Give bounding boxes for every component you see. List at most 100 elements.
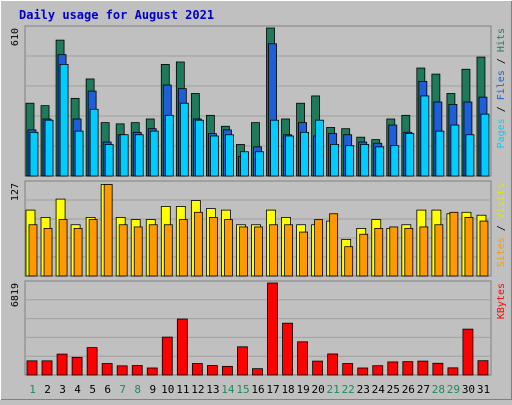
bar-kbytes-day-15 [237,346,248,376]
x-tick-label: 22 [342,383,355,396]
x-tick-label: 8 [134,383,141,396]
bar-sites-day-5 [88,219,98,277]
right-label-part: Visits [496,183,507,219]
x-tick-label: 9 [149,383,156,396]
bar-pages-day-20 [315,119,325,177]
panel-visits: 127 Sites / Visits [10,180,507,277]
y-max-label-hits: 610 [10,28,21,46]
x-tick-label: 31 [477,383,490,396]
panel-kbytes: 6819 KBytes [10,280,507,376]
bar-kbytes-day-27 [417,360,429,376]
x-tick-label: 14 [221,383,235,396]
bar-sites-day-28 [434,224,444,277]
bar-sites-day-9 [148,224,158,277]
bar-sites-day-22 [344,246,354,277]
x-tick-label: 20 [312,383,325,396]
right-label-hits: Pages / Files / Hits [496,28,507,148]
x-tick-label: 25 [387,383,400,396]
bar-kbytes-day-22 [342,363,354,376]
x-tick-label: 29 [447,383,460,396]
x-tick-label: 7 [119,383,126,396]
bar-pages-day-11 [179,102,189,177]
bar-pages-day-27 [420,95,430,177]
x-tick-label: 11 [176,383,189,396]
bar-kbytes-day-8 [131,365,143,376]
bar-pages-day-4 [74,130,84,177]
bar-pages-day-16 [255,151,264,177]
bar-kbytes-day-21 [327,353,339,376]
x-tick-label: 2 [44,383,51,396]
x-axis-labels: 1 2 3 4 5 6 7 8 9 10 11 12 13 14 15 16 17 18 19 20 21 22 23 24 2… [29,383,490,396]
x-tick-label: 17 [266,383,279,396]
x-tick-label: 24 [372,383,386,396]
bar-sites-day-15 [239,226,248,277]
x-tick-label: 27 [417,383,430,396]
right-label-part: / [496,219,507,237]
bar-kbytes-day-29 [447,367,459,376]
bar-pages-day-3 [59,63,69,177]
bar-kbytes-day-25 [387,361,399,376]
bar-pages-day-5 [89,108,99,177]
right-label-kbytes: KBytes [496,283,507,319]
bar-pages-day-8 [134,134,144,177]
bar-kbytes-day-2 [41,360,53,376]
y-max-label-kbytes: 6819 [10,283,21,307]
bar-pages-day-24 [375,146,385,177]
bar-sites-day-4 [73,228,83,277]
right-label-part: Hits [496,28,507,52]
x-tick-label: 18 [281,383,294,396]
bar-pages-day-10 [164,114,174,177]
bar-sites-day-23 [359,233,369,277]
bar-pages-day-22 [345,145,355,177]
right-label-part: Pages [496,118,507,148]
bar-kbytes-day-7 [116,365,128,376]
bar-pages-day-23 [360,144,370,177]
bar-pages-day-26 [405,133,415,177]
x-tick-label: 15 [236,383,249,396]
bar-kbytes-day-30 [462,328,474,376]
bar-kbytes-day-24 [372,365,384,376]
x-tick-label: 12 [191,383,204,396]
bar-sites-day-2 [43,228,53,277]
bar-sites-day-7 [118,224,128,277]
bar-kbytes-day-13 [206,365,218,376]
bar-sites-day-21 [329,213,339,277]
right-label-part: / [496,100,507,118]
bar-pages-day-19 [300,131,309,177]
panel-box-kbytes [24,280,492,376]
bar-sites-day-17 [269,224,278,277]
bar-pages-day-29 [450,124,460,177]
bar-kbytes-day-4 [71,356,83,376]
bar-sites-day-13 [208,217,218,277]
x-tick-label: 6 [104,383,111,396]
bar-sites-day-10 [163,224,173,277]
bar-sites-day-27 [419,226,429,277]
bar-pages-day-7 [119,134,129,177]
bar-sites-day-31 [479,220,489,277]
right-label-part: Sites [496,237,507,267]
bar-kbytes-day-20 [312,360,324,376]
bar-kbytes-day-3 [56,353,68,376]
bar-pages-day-30 [465,134,475,177]
bar-sites-day-18 [284,224,293,277]
x-tick-label: 10 [161,383,174,396]
bar-pages-day-25 [390,145,400,177]
bar-sites-day-19 [299,231,308,277]
bar-kbytes-day-31 [477,360,489,376]
x-tick-label: 30 [462,383,475,396]
bar-pages-day-9 [149,130,159,177]
panel-hits: 610 Pages / Files / Hits [10,25,507,177]
right-label-part: Files [496,70,507,100]
bar-kbytes-day-17 [267,282,278,376]
bar-kbytes-day-1 [26,360,38,376]
bar-kbytes-day-12 [191,363,203,376]
x-tick-label: 21 [327,383,340,396]
bar-pages-day-21 [330,144,340,177]
bar-sites-day-11 [178,219,188,277]
bar-sites-day-8 [133,226,143,277]
bar-pages-day-1 [29,131,39,177]
bar-kbytes-day-16 [252,368,263,376]
bar-kbytes-day-10 [161,336,173,376]
